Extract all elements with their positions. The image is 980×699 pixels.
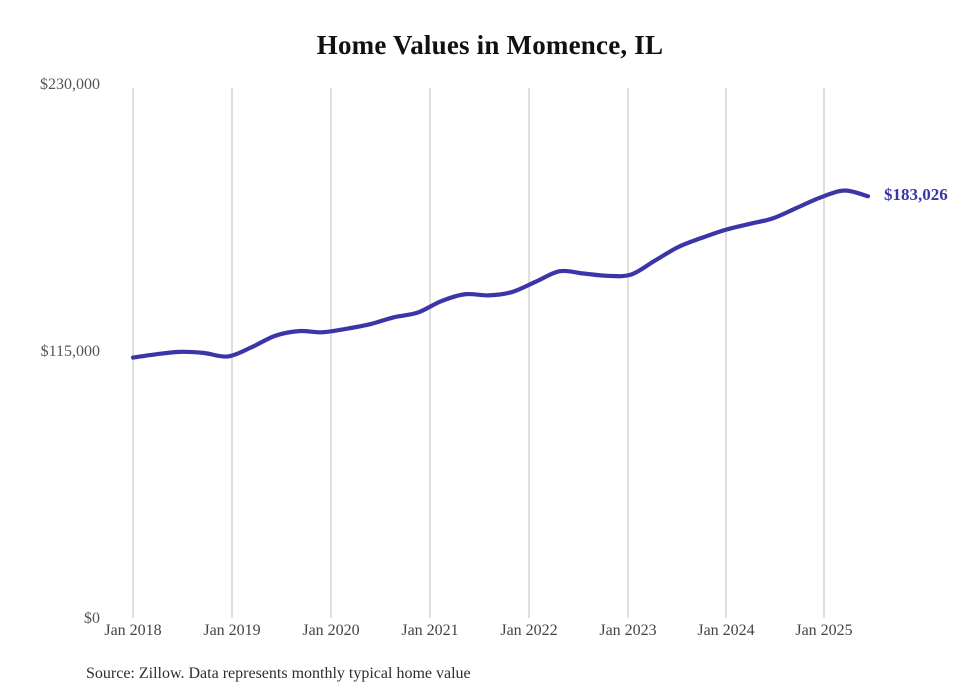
x-axis-tick-label-jan-2024: Jan 2024 (697, 622, 755, 639)
x-axis-tick-label-jan-2021: Jan 2021 (401, 622, 459, 639)
x-axis-tick-label-jan-2025: Jan 2025 (795, 622, 853, 639)
end-value-label: $183,026 (884, 185, 948, 205)
y-axis-tick-label-mid: $115,000 (40, 343, 100, 360)
y-axis-tick-label-bottom: $0 (84, 610, 100, 627)
source-note: Source: Zillow. Data represents monthly … (86, 665, 471, 682)
vertical-gridlines (132, 88, 825, 618)
chart-title: Home Values in Momence, IL (316, 30, 664, 60)
x-axis-tick-label-jan-2020: Jan 2020 (302, 622, 360, 639)
y-axis-tick-label-top: $230,000 (40, 76, 100, 93)
x-axis-tick-label-jan-2023: Jan 2023 (599, 622, 657, 639)
x-axis-tick-label-jan-2018: Jan 2018 (104, 622, 162, 639)
series-line-home-value (130, 188, 871, 360)
x-axis-tick-label-jan-2019: Jan 2019 (203, 622, 261, 639)
x-axis-tick-label-jan-2022: Jan 2022 (500, 622, 558, 639)
